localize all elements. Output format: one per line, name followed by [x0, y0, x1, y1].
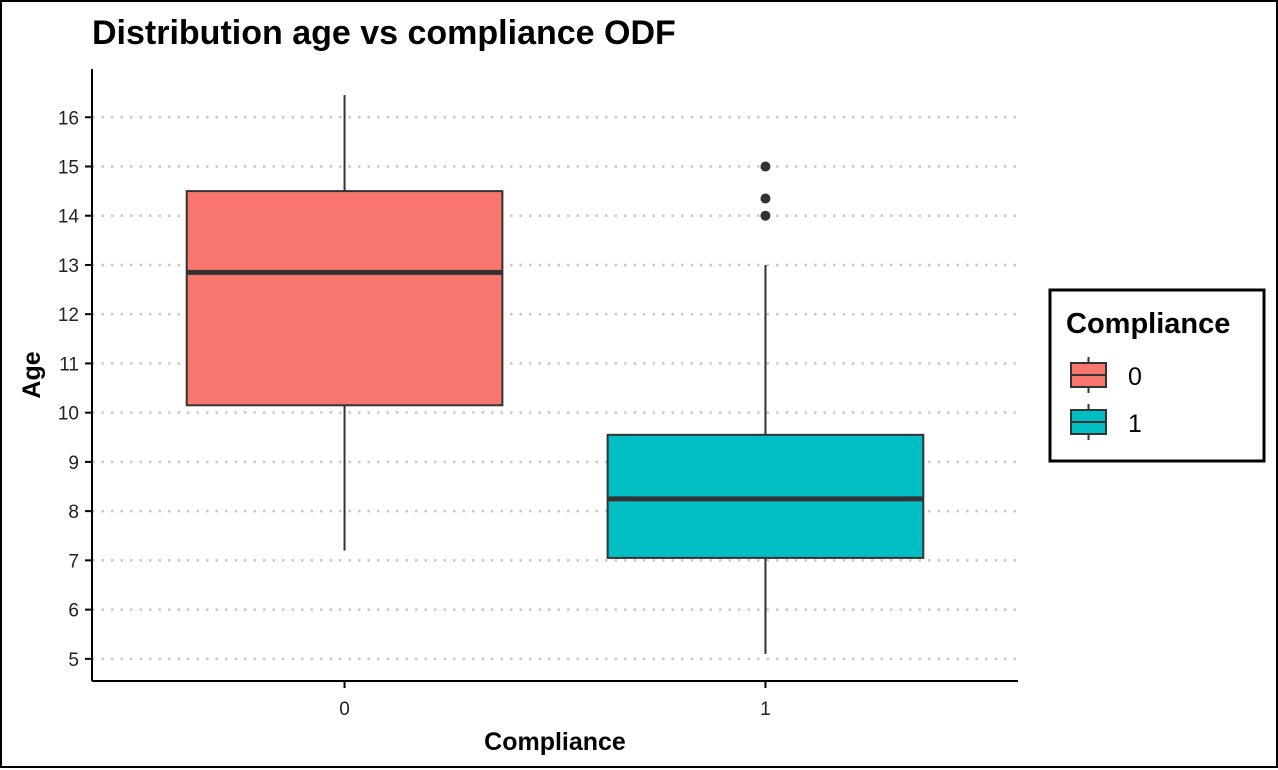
y-tick-label: 5 — [68, 650, 79, 671]
y-axis-title: Age — [18, 351, 46, 398]
outlier-point — [760, 161, 771, 172]
y-tick-label: 7 — [68, 551, 79, 572]
y-tick-label: 12 — [58, 305, 79, 326]
outlier-point — [760, 210, 771, 221]
x-axis-title: Compliance — [484, 728, 626, 756]
y-axis-ticks: 5 6 7 8 9 10 11 12 13 14 15 16 — [58, 108, 92, 671]
box-group-1 — [606, 161, 925, 654]
legend-label: 1 — [1128, 410, 1142, 438]
y-tick-label: 6 — [68, 601, 79, 622]
chart-title: Distribution age vs compliance ODF — [92, 14, 676, 52]
y-tick-label: 8 — [68, 502, 79, 523]
y-tick-label: 16 — [58, 108, 79, 129]
y-tick-label: 15 — [58, 157, 79, 178]
x-tick-label: 0 — [339, 699, 350, 720]
y-tick-label: 11 — [59, 354, 79, 375]
y-tick-label: 10 — [58, 404, 79, 425]
outlier-point — [760, 193, 771, 204]
y-tick-label: 9 — [68, 453, 79, 474]
legend-title: Compliance — [1066, 308, 1230, 340]
x-tick-label: 1 — [760, 699, 771, 720]
legend-items: 01 — [1070, 357, 1142, 440]
box-iqr — [185, 190, 504, 407]
legend: Compliance 01 — [1048, 288, 1266, 463]
legend-label: 0 — [1128, 363, 1142, 391]
box-group-0 — [185, 95, 504, 551]
y-tick-label: 13 — [58, 256, 79, 277]
boxes — [185, 95, 925, 654]
y-tick-label: 14 — [58, 207, 80, 228]
axes — [91, 69, 1018, 682]
